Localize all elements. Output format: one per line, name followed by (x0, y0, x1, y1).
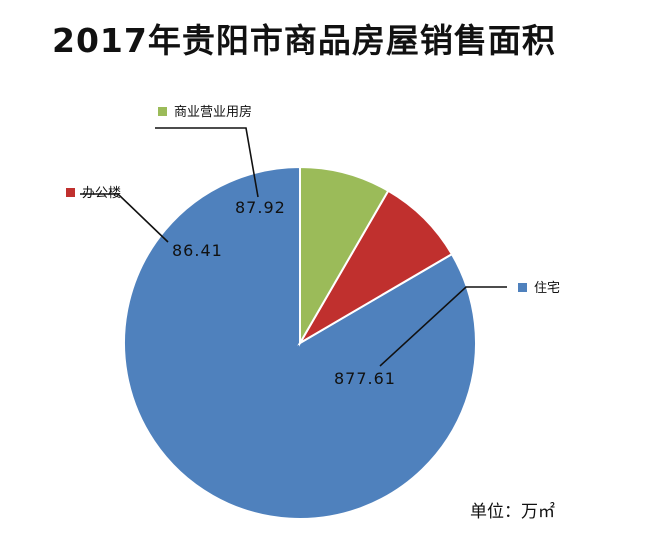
category-label-0: 住宅 (534, 281, 560, 296)
leader-line-2 (155, 127, 259, 198)
data-label-0: 877.61 (334, 369, 396, 388)
data-label-1: 86.41 (172, 241, 223, 260)
category-label-1: 办公楼 (82, 186, 121, 201)
legend-key-2 (158, 107, 167, 116)
data-label-2: 87.92 (235, 198, 286, 217)
pie-slice-1 (297, 189, 454, 346)
category-label-2: 商业营业用房 (174, 104, 252, 120)
chart-title: 2017年贵阳市商品房屋销售面积 (52, 21, 556, 60)
leader-line-0 (379, 286, 507, 367)
unit-label: 单位：万㎡ (470, 502, 555, 522)
legend-key-1 (66, 188, 75, 197)
leader-line-1 (80, 193, 169, 243)
legend-key-0 (518, 283, 527, 292)
pie-slice-2 (299, 165, 390, 347)
